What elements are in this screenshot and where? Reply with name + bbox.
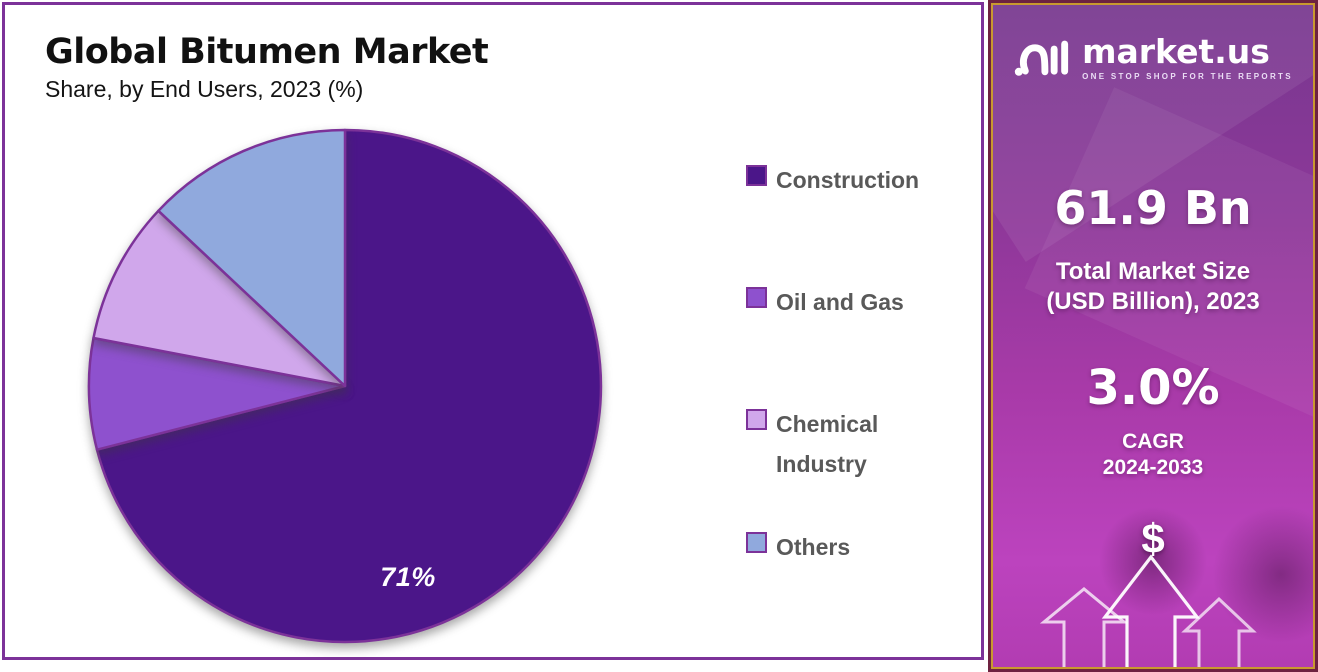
pie-slice-oil-and-gas bbox=[87, 336, 347, 451]
cagr-value: 3.0% bbox=[1086, 360, 1220, 416]
chart-subtitle: Share, by End Users, 2023 (%) bbox=[45, 76, 364, 102]
up-arrow-right-icon bbox=[1181, 596, 1257, 667]
cagr-label: CAGR 2024-2033 bbox=[993, 429, 1313, 481]
pie-slice-chemical-industry bbox=[92, 209, 347, 388]
up-arrow-middle-icon bbox=[1101, 554, 1201, 667]
legend-label: Oil and Gas bbox=[776, 289, 904, 315]
legend-marker-others bbox=[746, 532, 767, 553]
brand-sidebar: market.us ONE STOP SHOP FOR THE REPORTS … bbox=[988, 0, 1318, 672]
market-size-label-line2: (USD Billion), 2023 bbox=[1046, 288, 1260, 315]
marketus-logo-icon bbox=[1014, 40, 1069, 76]
brand-logo-text: market.us ONE STOP SHOP FOR THE REPORTS bbox=[1082, 32, 1293, 82]
legend-marker-oil-and-gas bbox=[746, 287, 767, 308]
legend-label: Others bbox=[776, 534, 851, 560]
legend-item-oil-and-gas: Oil and Gas bbox=[746, 282, 936, 322]
brand-sidebar-inner: market.us ONE STOP SHOP FOR THE REPORTS … bbox=[991, 3, 1315, 669]
legend-label: Chemical Industry bbox=[776, 411, 879, 477]
legend-item-construction: Construction bbox=[746, 160, 936, 200]
legend-marker-construction bbox=[746, 165, 767, 186]
legend-item-chemical-industry: Chemical Industry bbox=[746, 404, 936, 484]
up-arrow-left-icon bbox=[1039, 587, 1129, 667]
legend-marker-chemical-industry bbox=[746, 409, 767, 430]
title-block: Global Bitumen Market Share, by End User… bbox=[45, 30, 489, 102]
market-size-value: 61.9 Bn bbox=[1054, 181, 1252, 235]
market-size-label: Total Market Size (USD Billion), 2023 bbox=[993, 257, 1313, 317]
cagr-label-line2: 2024-2033 bbox=[1102, 456, 1204, 479]
cagr-label-line1: CAGR bbox=[1122, 430, 1184, 453]
chart-title: Global Bitumen Market bbox=[45, 32, 489, 72]
brand-name: market.us bbox=[1082, 32, 1270, 71]
brand-tagline: ONE STOP SHOP FOR THE REPORTS bbox=[1082, 72, 1293, 81]
dollar-sign: $ bbox=[1141, 515, 1165, 562]
legend-item-others: Others bbox=[746, 527, 936, 567]
market-size-label-line1: Total Market Size bbox=[1055, 258, 1251, 285]
pie-chart bbox=[87, 128, 603, 644]
pie-slice-construction bbox=[95, 128, 603, 644]
legend-label: Construction bbox=[776, 167, 920, 193]
pie-slice-others bbox=[157, 128, 347, 388]
growth-arrows-graphic bbox=[1039, 554, 1257, 667]
brand-logo: market.us ONE STOP SHOP FOR THE REPORTS bbox=[993, 31, 1313, 85]
pie-slice-label: 71% bbox=[380, 562, 436, 592]
